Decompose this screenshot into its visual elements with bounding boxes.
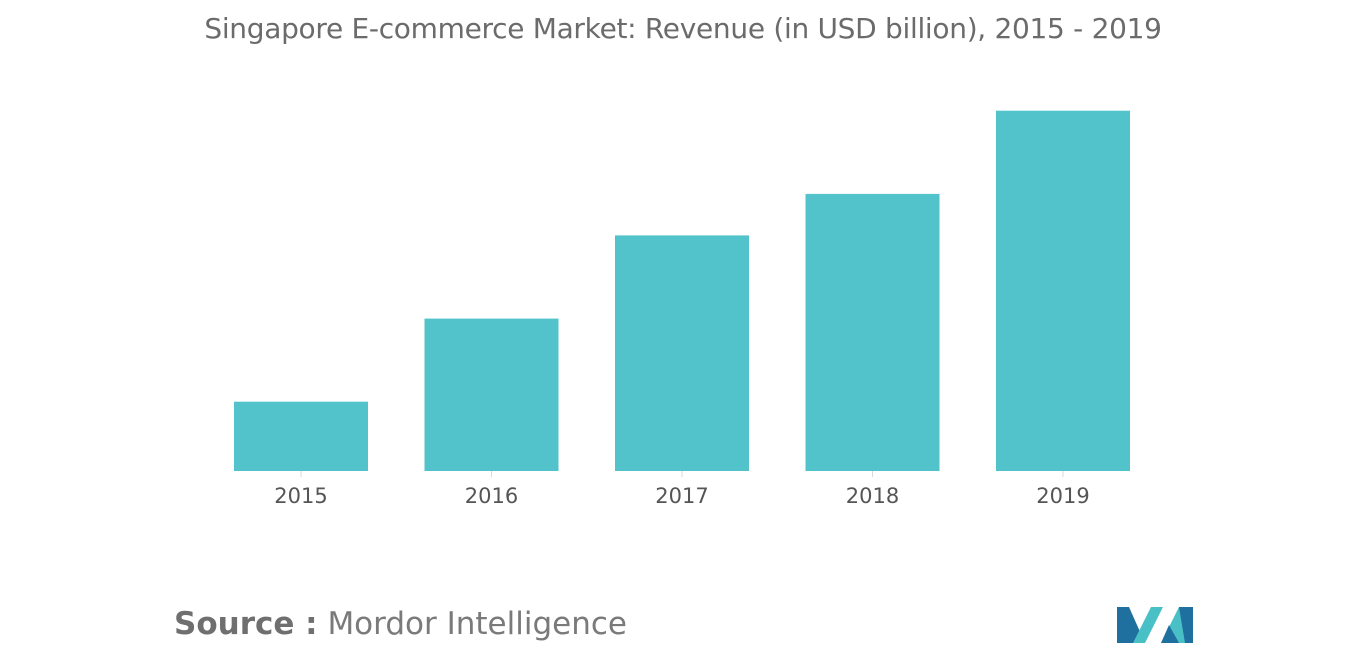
bar-2019 xyxy=(996,110,1130,471)
bars-group xyxy=(234,110,1130,471)
source-note: Source : Mordor Intelligence xyxy=(174,606,627,642)
chart-title: Singapore E-commerce Market: Revenue (in… xyxy=(204,12,1162,45)
bar-2016 xyxy=(424,318,559,471)
x-tick-label-2019: 2019 xyxy=(1036,484,1089,508)
source-label: Source : xyxy=(174,606,318,642)
source-name: Mordor Intelligence xyxy=(327,606,627,642)
bar-2015 xyxy=(234,401,368,471)
mordor-intelligence-logo xyxy=(1117,607,1193,643)
bar-2017 xyxy=(615,235,749,471)
x-tick-label-2016: 2016 xyxy=(465,484,518,508)
tick-labels-group: 2015 2016 2017 2018 2019 xyxy=(274,471,1090,508)
bar-2018 xyxy=(805,193,940,471)
x-tick-label-2017: 2017 xyxy=(655,484,708,508)
x-tick-label-2015: 2015 xyxy=(274,484,327,508)
bar-chart: 2015 2016 2017 2018 2019 xyxy=(234,110,1130,508)
x-tick-label-2018: 2018 xyxy=(846,484,899,508)
